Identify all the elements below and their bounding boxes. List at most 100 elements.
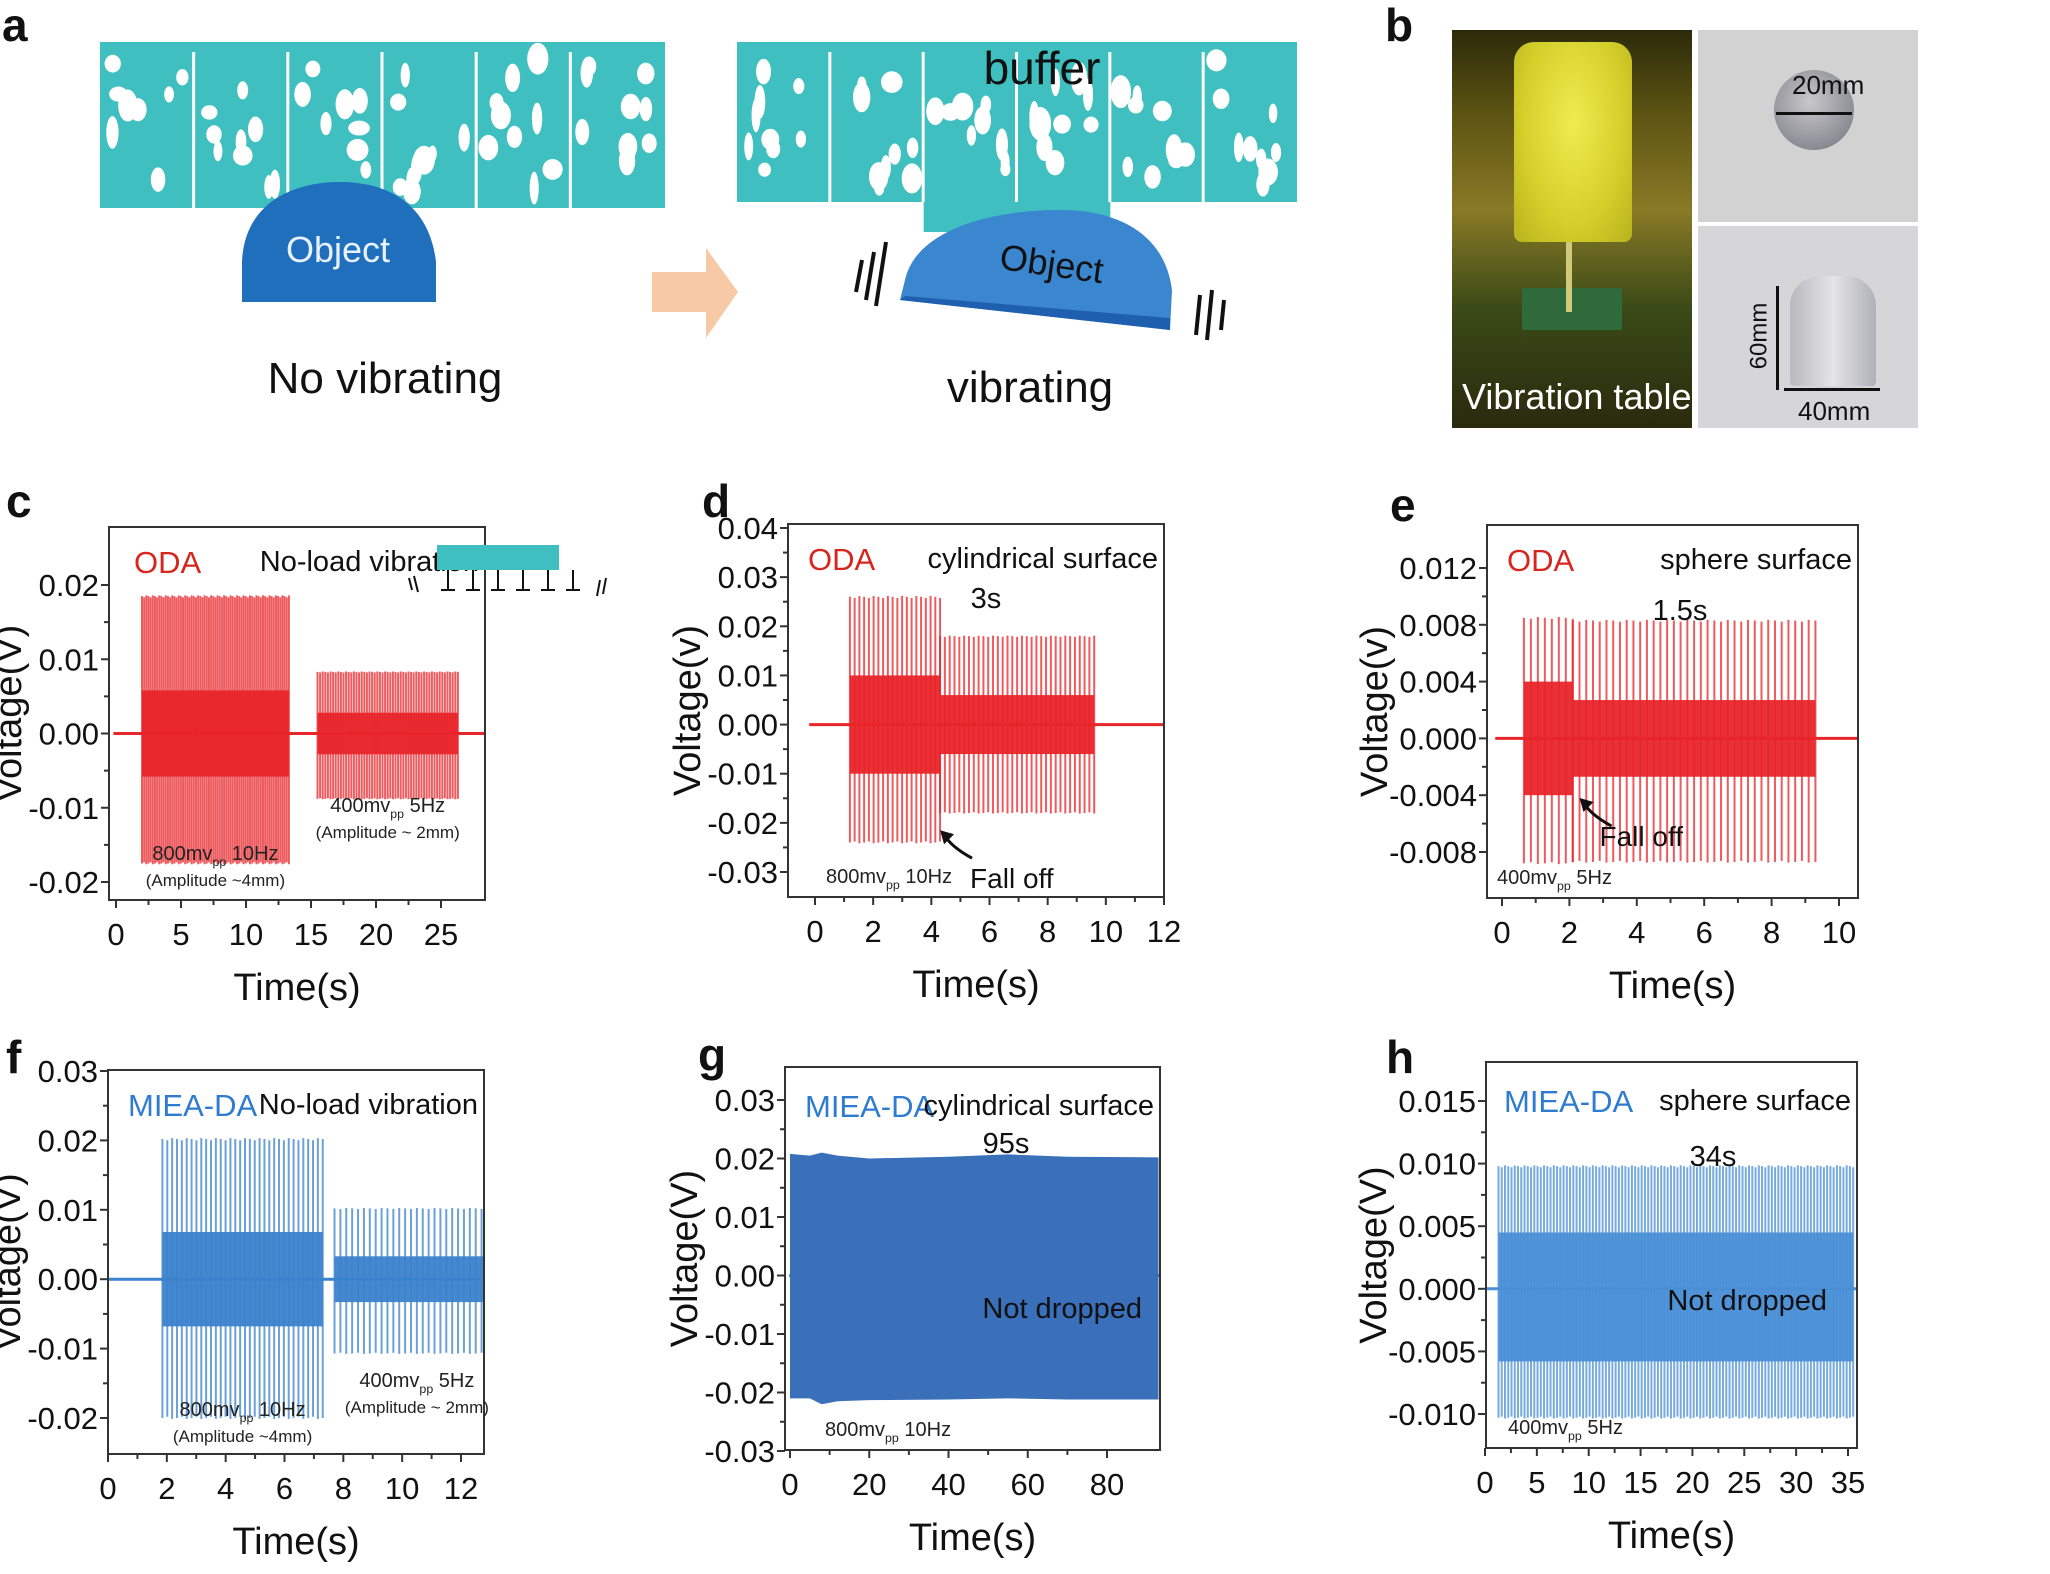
condition-label: sphere surface bbox=[1659, 1085, 1851, 1117]
y-tick-label: 0.04 bbox=[718, 511, 778, 546]
x-tick-label: 4 bbox=[217, 1471, 234, 1506]
buffer-pore bbox=[852, 82, 871, 113]
object-shape-static bbox=[242, 182, 436, 302]
material-label: MIEA-DA bbox=[128, 1088, 258, 1123]
duration-label: 34s bbox=[1690, 1141, 1737, 1173]
buffer-divider bbox=[380, 52, 384, 208]
duration-label: 95s bbox=[983, 1128, 1030, 1160]
x-tick-label: 25 bbox=[424, 917, 458, 952]
buffer-pore bbox=[269, 169, 281, 199]
buffer-pore bbox=[150, 167, 166, 192]
y-tick-label: 0.01 bbox=[38, 1193, 98, 1228]
plot-area bbox=[809, 596, 1164, 844]
buffer-pore bbox=[1206, 49, 1227, 72]
y-tick-label: 0.01 bbox=[718, 658, 778, 693]
buffer-pore bbox=[637, 62, 655, 85]
signal-core bbox=[1523, 681, 1573, 796]
buffer-pore bbox=[620, 93, 641, 120]
buffer-pore bbox=[531, 102, 543, 135]
buffer-pore bbox=[793, 78, 805, 95]
buffer-pore bbox=[761, 128, 780, 150]
buffer-pore bbox=[206, 125, 222, 144]
drive-label: 800mvpp 10Hz bbox=[825, 1419, 951, 1445]
photo-caption: Vibration table bbox=[1462, 376, 1692, 417]
x-tick-label: 12 bbox=[1147, 914, 1181, 949]
x-tick-label: 6 bbox=[1696, 915, 1713, 950]
y-tick-label: -0.01 bbox=[27, 1332, 98, 1367]
buffer-pore bbox=[320, 111, 332, 136]
object-shadow bbox=[900, 296, 1170, 330]
buffer-pore bbox=[542, 158, 563, 180]
buffer-divider bbox=[1108, 52, 1112, 202]
buffer-divider bbox=[286, 52, 290, 208]
buffer-pore bbox=[1268, 103, 1278, 124]
plot-frame bbox=[784, 1066, 1161, 1451]
y-tick-label: -0.02 bbox=[707, 806, 778, 841]
status-label: Not dropped bbox=[1667, 1285, 1827, 1317]
buffer-pore bbox=[951, 92, 974, 121]
x-tick-label: 15 bbox=[294, 917, 328, 952]
dim-20mm: 20mm bbox=[1792, 70, 1865, 100]
x-tick-label: 35 bbox=[1831, 1465, 1865, 1500]
buffer-pore bbox=[247, 116, 264, 143]
buffer-pore bbox=[575, 118, 590, 146]
y-tick-label: 0.02 bbox=[38, 1123, 98, 1158]
panel-a-diagram: Object Object buffer No vibrating vibrat… bbox=[100, 42, 1297, 412]
buffer-pore bbox=[232, 145, 253, 166]
y-axis-title: Voltage(v) bbox=[1354, 626, 1396, 797]
condition-label: cylindrical surface bbox=[928, 543, 1158, 575]
buffer-divider bbox=[568, 52, 572, 208]
x-axis-title: Time(s) bbox=[232, 1521, 359, 1563]
plot-frame bbox=[107, 1069, 485, 1455]
y-tick-label: 0.01 bbox=[715, 1200, 775, 1235]
amplitude-note: (Amplitude ~4mm) bbox=[146, 871, 285, 890]
buffer-pore bbox=[744, 132, 754, 161]
buffer-pore bbox=[880, 71, 903, 93]
fall-off-label: Fall off bbox=[1600, 821, 1684, 852]
x-tick-label: 15 bbox=[1623, 1465, 1657, 1500]
buffer-pore bbox=[294, 81, 311, 107]
plot-area bbox=[108, 1138, 484, 1419]
signal-core bbox=[940, 695, 1095, 755]
y-tick-label: -0.004 bbox=[1389, 778, 1477, 813]
y-tick-label: 0.008 bbox=[1399, 608, 1477, 643]
plot-area bbox=[113, 595, 485, 865]
duration-label: 3s bbox=[971, 583, 1002, 615]
y-tick-label: -0.02 bbox=[704, 1376, 775, 1411]
buffer-pore bbox=[888, 143, 901, 165]
y-axis-title: Voltage(V) bbox=[1353, 1166, 1395, 1343]
x-tick-label: 8 bbox=[335, 1471, 352, 1506]
buffer-pore bbox=[109, 86, 128, 102]
condition-label: cylindrical surface bbox=[924, 1090, 1154, 1122]
x-tick-label: 6 bbox=[276, 1471, 293, 1506]
transition-arrow-icon bbox=[652, 248, 738, 338]
buffer-pore bbox=[164, 86, 174, 103]
buffer-pore bbox=[506, 125, 523, 149]
buffer-pore bbox=[1000, 162, 1011, 177]
buffer-pore bbox=[400, 62, 410, 88]
y-tick-label: 0.010 bbox=[1398, 1147, 1476, 1182]
buffer-pore bbox=[1212, 88, 1230, 109]
y-axis-title: Voltage(V) bbox=[664, 1170, 706, 1347]
x-tick-label: 12 bbox=[444, 1471, 478, 1506]
buffer-pore bbox=[213, 140, 223, 162]
plot-frame bbox=[787, 523, 1165, 898]
buffer-pore bbox=[1122, 156, 1134, 178]
vibration-lines-icon bbox=[408, 575, 607, 597]
buffer-pore bbox=[237, 81, 249, 100]
buffer-pore bbox=[901, 163, 923, 194]
state-label-vibrating: vibrating bbox=[947, 363, 1113, 412]
material-label: ODA bbox=[1507, 543, 1575, 578]
chart-c: 0 5 10 15 20 25 -0.02 -0.01 0.00 0.01 0.02 Time(s) V… bbox=[0, 526, 607, 1009]
chart-g: 0 20 40 60 80 -0.03 -0.02 -0.01 0.00 0.01 0.02 0.03… bbox=[664, 1066, 1161, 1559]
buffer-divider bbox=[1201, 52, 1205, 202]
y-tick-label: 0.03 bbox=[715, 1083, 775, 1118]
y-tick-label: 0.03 bbox=[718, 560, 778, 595]
x-tick-label: 30 bbox=[1779, 1465, 1813, 1500]
buffer-pore bbox=[129, 98, 147, 122]
x-axis-title: Time(s) bbox=[1608, 1515, 1735, 1557]
buffer-pore bbox=[1029, 100, 1040, 134]
plot-area bbox=[789, 1152, 1160, 1405]
x-tick-label: 6 bbox=[981, 914, 998, 949]
